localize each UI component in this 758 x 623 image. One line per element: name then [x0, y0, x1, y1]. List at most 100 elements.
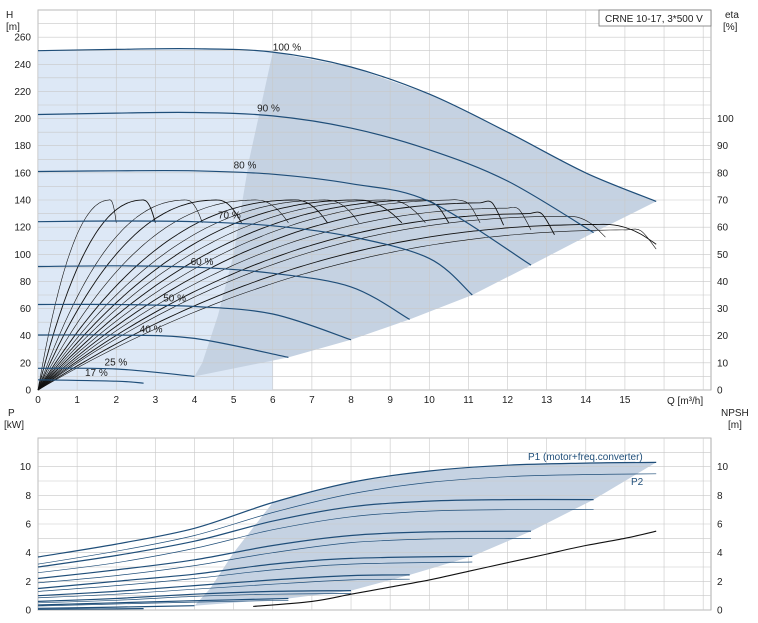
- p1-power-curve: [37, 608, 144, 610]
- x-tick-label: 0: [35, 395, 41, 406]
- y-tick-label: 120: [14, 223, 31, 234]
- y-tick-label: 200: [14, 114, 31, 125]
- p2-power-curve: [37, 473, 657, 565]
- efficiency-curve: [37, 199, 117, 391]
- efficiency-curve: [37, 223, 657, 391]
- power-axis-label: P: [8, 408, 15, 419]
- head-curve: [37, 303, 352, 341]
- speed-label: 25 %: [105, 357, 128, 368]
- eta-tick-label: 10: [717, 358, 729, 369]
- head-curve: [37, 220, 473, 296]
- p1-power-curve: [37, 590, 352, 602]
- power-operating-region: [194, 462, 657, 606]
- x-tick-label: 8: [348, 395, 354, 406]
- efficiency-curve: [37, 199, 360, 391]
- p2-power-curve: [37, 593, 352, 604]
- eta-tick-label: 0: [717, 386, 723, 397]
- npsh-tick-label: 10: [717, 462, 729, 473]
- y-tick-label: 240: [14, 60, 31, 71]
- x-tick-label: 9: [387, 395, 393, 406]
- power-tick-label: 4: [25, 548, 31, 559]
- p1-power-curve: [37, 530, 532, 580]
- eta-tick-label: 20: [717, 331, 729, 342]
- head-axis-label: H: [6, 10, 13, 21]
- head-curve: [37, 47, 657, 202]
- speed-label: 17 %: [85, 368, 108, 379]
- eta-tick-label: 80: [717, 168, 729, 179]
- x-tick-label: 4: [192, 395, 198, 406]
- p2-power-curve: [37, 509, 594, 574]
- efficiency-curve: [37, 199, 450, 391]
- eta-axis-unit: [%]: [723, 22, 738, 33]
- eta-tick-label: 30: [717, 304, 729, 315]
- chart-title: CRNE 10-17, 3*500 V: [605, 14, 703, 25]
- p2-power-curve: [37, 561, 473, 592]
- speed-label: 100 %: [273, 42, 301, 53]
- series-label-p1: P1 (motor+freq.converter): [528, 452, 643, 463]
- speed-label: 40 %: [140, 325, 163, 336]
- p2-power-curve: [37, 537, 532, 584]
- efficiency-curve: [37, 206, 532, 391]
- x-tick-label: 2: [113, 395, 119, 406]
- flow-axis-label: Q [m³/h]: [667, 396, 703, 407]
- efficiency-curve: [37, 199, 203, 391]
- p2-power-curve: [37, 578, 410, 599]
- efficiency-curve: [37, 200, 505, 391]
- speed-label: 60 %: [191, 257, 214, 268]
- p1-power-curve: [37, 574, 410, 597]
- power-axis-unit: [kW]: [4, 420, 24, 431]
- efficiency-curve: [37, 199, 242, 391]
- x-tick-label: 14: [580, 395, 592, 406]
- head-axis-unit: [m]: [6, 22, 20, 33]
- p1-power-curve: [37, 605, 195, 609]
- y-tick-label: 80: [20, 277, 32, 288]
- power-tick-label: 6: [25, 520, 31, 531]
- chart-title-box: [598, 9, 712, 27]
- npsh-tick-label: 4: [717, 548, 723, 559]
- x-tick-label: 1: [74, 395, 80, 406]
- series-label-p2: P2: [631, 477, 644, 488]
- eta-tick-label: 60: [717, 223, 729, 234]
- npsh-tick-label: 0: [717, 606, 723, 617]
- y-tick-label: 60: [20, 304, 32, 315]
- efficiency-curve: [37, 199, 289, 391]
- eta-tick-label: 90: [717, 141, 729, 152]
- efficiency-curve: [37, 211, 555, 391]
- npsh-tick-label: 6: [717, 520, 723, 531]
- x-tick-label: 6: [270, 395, 276, 406]
- speed-label: 50 %: [163, 294, 186, 305]
- head-chart: 0 1 2 3 4 5 6 7 8 9 10 11 12 13 14 15020406080100120140…: [14, 9, 734, 610]
- x-tick-label: 12: [502, 395, 514, 406]
- p2-power-curve: [37, 599, 289, 607]
- efficiency-curve: [37, 199, 481, 391]
- power-tick-label: 0: [25, 606, 31, 617]
- efficiency-curve: [37, 199, 426, 391]
- y-tick-label: 40: [20, 331, 32, 342]
- y-tick-label: 20: [20, 358, 32, 369]
- y-tick-label: 160: [14, 168, 31, 179]
- p1-power-curve: [37, 461, 657, 558]
- y-tick-label: 260: [14, 33, 31, 44]
- efficiency-curve: [37, 199, 328, 391]
- npsh-tick-label: 8: [717, 491, 723, 502]
- head-curve: [37, 169, 532, 266]
- head-curve: [37, 111, 594, 234]
- power-tick-label: 2: [25, 577, 31, 588]
- power-tick-label: 8: [25, 491, 31, 502]
- head-curve: [37, 379, 144, 384]
- y-tick-label: 100: [14, 250, 31, 261]
- head-curve: [37, 367, 195, 377]
- power-chart: 0 2 4 6 8 10 0 2 4 6 8 10: [20, 437, 729, 617]
- power-tick-label: 10: [20, 462, 32, 473]
- p1-power-curve: [37, 498, 594, 568]
- p1-power-curve: [37, 555, 473, 590]
- eta-axis-label: eta: [725, 10, 739, 21]
- y-tick-label: 220: [14, 87, 31, 98]
- eta-tick-label: 70: [717, 196, 729, 207]
- x-tick-label: 15: [619, 395, 631, 406]
- efficiency-curve: [37, 199, 403, 391]
- eta-tick-label: 100: [717, 114, 734, 125]
- x-tick-label: 10: [424, 395, 436, 406]
- npsh-tick-label: 2: [717, 577, 723, 588]
